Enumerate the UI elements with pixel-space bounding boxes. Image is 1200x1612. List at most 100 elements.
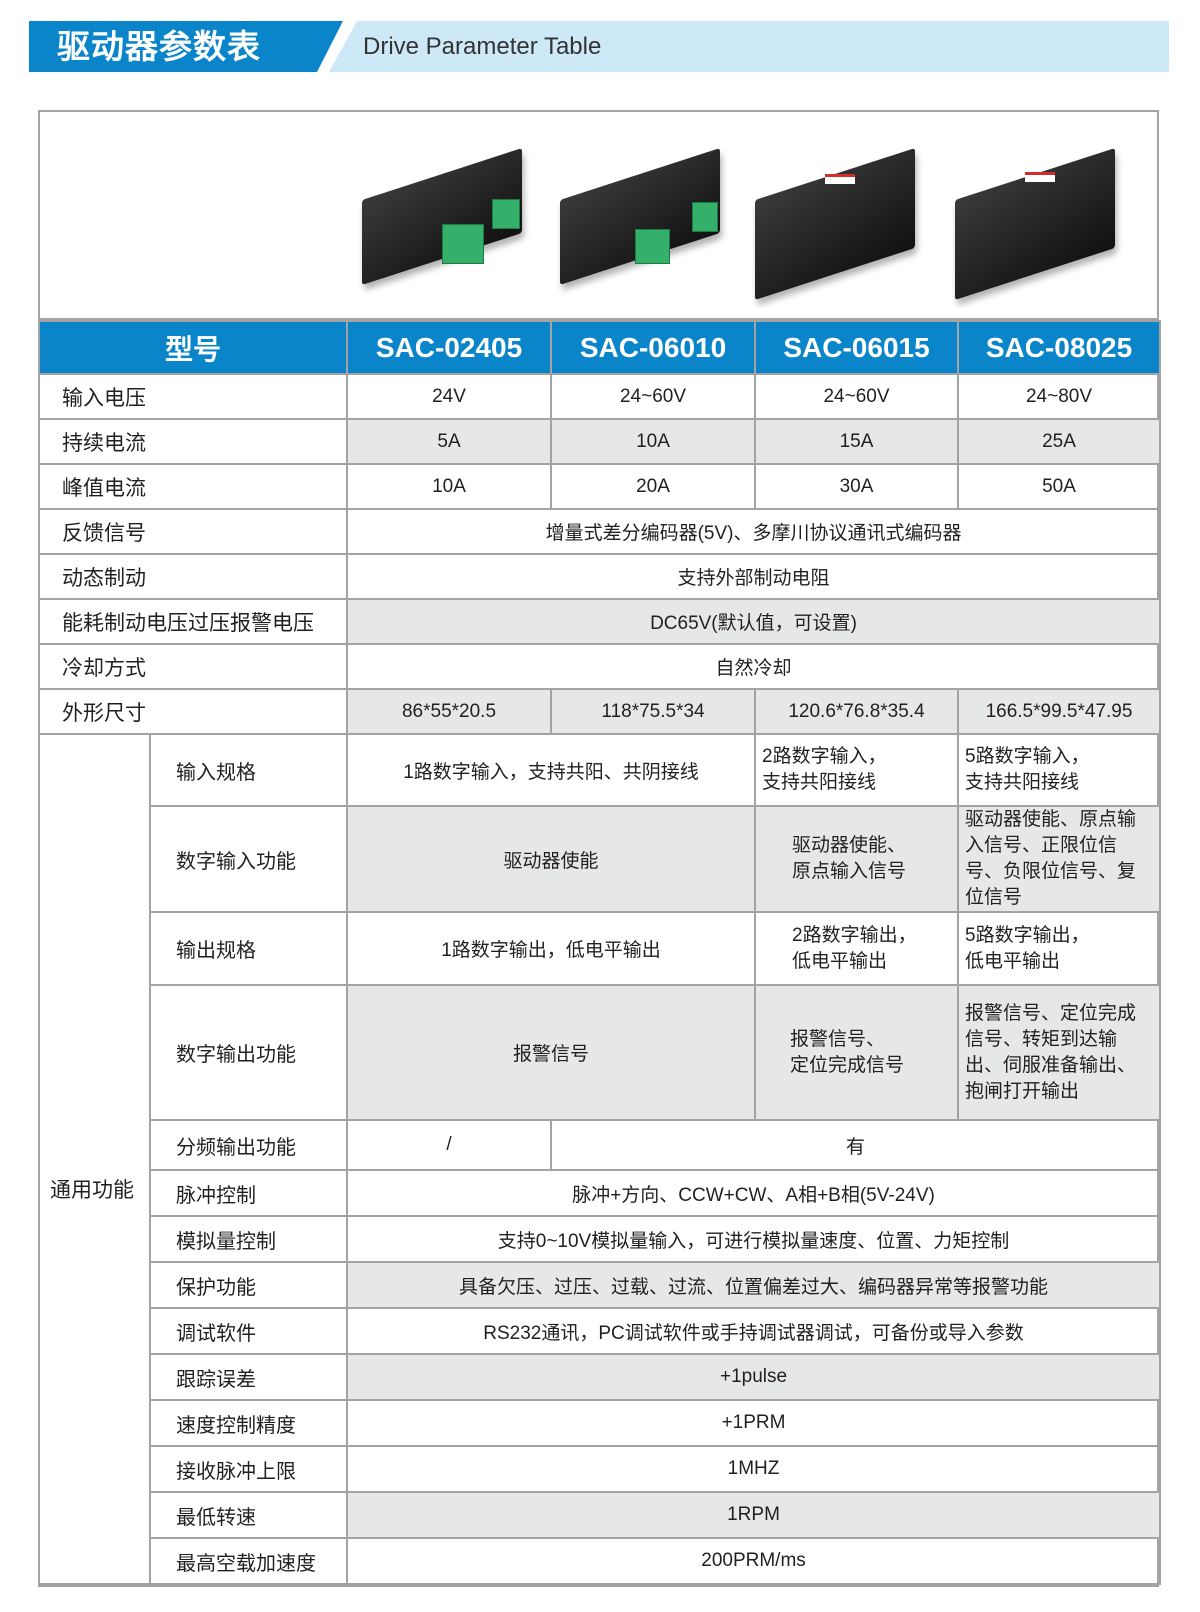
cell: 自然冷却 — [346, 643, 1162, 690]
table-row: 通用功能 输入规格 1路数字输入，支持共阳、共阴接线 2路数字输入， 支持共阳接… — [38, 733, 1162, 1585]
row-label: 外形尺寸 — [37, 688, 349, 735]
table-row: 外形尺寸 86*55*20.5 118*75.5*34 120.6*76.8*3… — [37, 688, 1162, 735]
row-label: 输出规格 — [148, 911, 349, 986]
cell: 具备欠压、过压、过载、过流、位置偏差过大、编码器异常等报警功能 — [346, 1261, 1162, 1309]
product-image-sac-06010 — [550, 148, 730, 285]
cell: 报警信号、 定位完成信号 — [754, 984, 960, 1121]
cell: 驱动器使能 — [346, 805, 757, 913]
table-row: 速度控制精度 +1PRM — [39, 1399, 1162, 1447]
row-label: 分频输出功能 — [148, 1119, 349, 1171]
cell: 5路数字输出， 低电平输出 — [957, 911, 1162, 986]
row-label: 峰值电流 — [37, 463, 349, 510]
cell: 2路数字输出， 低电平输出 — [754, 911, 960, 986]
cell: 2路数字输入， 支持共阳接线 — [754, 733, 960, 807]
cell: / — [346, 1119, 553, 1171]
cell: 20A — [550, 463, 757, 510]
table-row: 脉冲控制 脉冲+方向、CCW+CW、A相+B相(5V-24V) — [39, 1169, 1162, 1217]
parameter-table: 型号 SAC-02405 SAC-06010 SAC-06015 SAC-080… — [37, 320, 1162, 1585]
row-label: 调试软件 — [148, 1307, 349, 1355]
table-row: 峰值电流 10A 20A 30A 50A — [37, 463, 1162, 510]
cell: 1RPM — [346, 1491, 1162, 1539]
table-row: 输出规格 1路数字输出，低电平输出 2路数字输出， 低电平输出 5路数字输出， … — [39, 911, 1162, 986]
table-row: 反馈信号 增量式差分编码器(5V)、多摩川协议通讯式编码器 — [37, 508, 1162, 555]
cell: 报警信号 — [346, 984, 757, 1121]
row-label: 跟踪误差 — [148, 1353, 349, 1401]
product-image-sac-08025 — [945, 148, 1125, 300]
cell: 30A — [754, 463, 960, 510]
row-label: 能耗制动电压过压报警电压 — [37, 598, 349, 645]
cell: 5路数字输入， 支持共阳接线 — [957, 733, 1162, 807]
table-row: 数字输入功能 驱动器使能 驱动器使能、 原点输入信号 驱动器使能、原点输入信号、… — [39, 805, 1162, 913]
row-label: 冷却方式 — [37, 643, 349, 690]
cell: 10A — [550, 418, 757, 465]
parameter-table-box: 型号 SAC-02405 SAC-06010 SAC-06015 SAC-080… — [37, 110, 1162, 1587]
table-row: 接收脉冲上限 1MHZ — [39, 1445, 1162, 1493]
model-label: 型号 — [37, 320, 349, 375]
table-row: 持续电流 5A 10A 15A 25A — [37, 418, 1162, 465]
cell: 有 — [550, 1119, 1162, 1171]
cell: 24~60V — [550, 373, 757, 420]
cell: 86*55*20.5 — [346, 688, 553, 735]
cell: DC65V(默认值，可设置) — [346, 598, 1162, 645]
product-images — [40, 112, 1157, 320]
table-row: 最高空载加速度 200PRM/ms — [39, 1537, 1162, 1585]
row-label: 脉冲控制 — [148, 1169, 349, 1217]
cell: +1PRM — [346, 1399, 1162, 1447]
row-label: 速度控制精度 — [148, 1399, 349, 1447]
product-image-sac-06015 — [745, 148, 925, 300]
cell: 1MHZ — [346, 1445, 1162, 1493]
cell: 166.5*99.5*47.95 — [957, 688, 1162, 735]
row-label: 输入规格 — [148, 733, 349, 807]
row-label: 动态制动 — [37, 553, 349, 600]
row-label: 反馈信号 — [37, 508, 349, 555]
cell: 24~80V — [957, 373, 1162, 420]
cell: 10A — [346, 463, 553, 510]
table-row: 输入电压 24V 24~60V 24~60V 24~80V — [37, 373, 1162, 420]
model-header-row: 型号 SAC-02405 SAC-06010 SAC-06015 SAC-080… — [37, 320, 1162, 375]
cell: 1路数字输入，支持共阳、共阴接线 — [346, 733, 757, 807]
row-label: 输入电压 — [37, 373, 349, 420]
cell: 1路数字输出，低电平输出 — [346, 911, 757, 986]
model-name: SAC-06010 — [550, 320, 757, 375]
table-row: 冷却方式 自然冷却 — [37, 643, 1162, 690]
row-label: 数字输出功能 — [148, 984, 349, 1121]
row-label: 接收脉冲上限 — [148, 1445, 349, 1493]
table-row: 数字输出功能 报警信号 报警信号、 定位完成信号 报警信号、定位完成信号、转矩到… — [39, 984, 1162, 1121]
cell: 驱动器使能、 原点输入信号 — [754, 805, 960, 913]
table-row: 动态制动 支持外部制动电阻 — [37, 553, 1162, 600]
cell: 120.6*76.8*35.4 — [754, 688, 960, 735]
cell: 支持0~10V模拟量输入，可进行模拟量速度、位置、力矩控制 — [346, 1215, 1162, 1263]
cell: 脉冲+方向、CCW+CW、A相+B相(5V-24V) — [346, 1169, 1162, 1217]
section-header: 驱动器参数表 Drive Parameter Table — [29, 21, 1169, 72]
model-name: SAC-08025 — [957, 320, 1162, 375]
model-name: SAC-06015 — [754, 320, 960, 375]
table-row: 最低转速 1RPM — [39, 1491, 1162, 1539]
table-row: 跟踪误差 +1pulse — [39, 1353, 1162, 1401]
cell: 50A — [957, 463, 1162, 510]
header-band — [329, 21, 1169, 72]
header-title-en: Drive Parameter Table — [363, 33, 602, 60]
cell: 增量式差分编码器(5V)、多摩川协议通讯式编码器 — [346, 508, 1162, 555]
general-function-label: 通用功能 — [38, 733, 151, 1585]
cell: 15A — [754, 418, 960, 465]
model-name: SAC-02405 — [346, 320, 553, 375]
cell: RS232通讯，PC调试软件或手持调试器调试，可备份或导入参数 — [346, 1307, 1162, 1355]
row-label: 最高空载加速度 — [148, 1537, 349, 1585]
cell: 24~60V — [754, 373, 960, 420]
row-label: 保护功能 — [148, 1261, 349, 1309]
cell: 支持外部制动电阻 — [346, 553, 1162, 600]
row-label: 最低转速 — [148, 1491, 349, 1539]
table-row: 能耗制动电压过压报警电压 DC65V(默认值，可设置) — [37, 598, 1162, 645]
header-title-cn: 驱动器参数表 — [29, 21, 343, 72]
cell: 200PRM/ms — [346, 1537, 1162, 1585]
cell: +1pulse — [346, 1353, 1162, 1401]
cell: 25A — [957, 418, 1162, 465]
row-label: 数字输入功能 — [148, 805, 349, 913]
cell: 报警信号、定位完成信号、转矩到达输出、伺服准备输出、抱闸打开输出 — [957, 984, 1162, 1121]
table-row: 分频输出功能 / 有 — [39, 1119, 1162, 1171]
table-row: 保护功能 具备欠压、过压、过载、过流、位置偏差过大、编码器异常等报警功能 — [39, 1261, 1162, 1309]
row-label: 持续电流 — [37, 418, 349, 465]
row-label: 模拟量控制 — [148, 1215, 349, 1263]
table-row: 调试软件 RS232通讯，PC调试软件或手持调试器调试，可备份或导入参数 — [39, 1307, 1162, 1355]
product-image-sac-02405 — [352, 148, 532, 285]
